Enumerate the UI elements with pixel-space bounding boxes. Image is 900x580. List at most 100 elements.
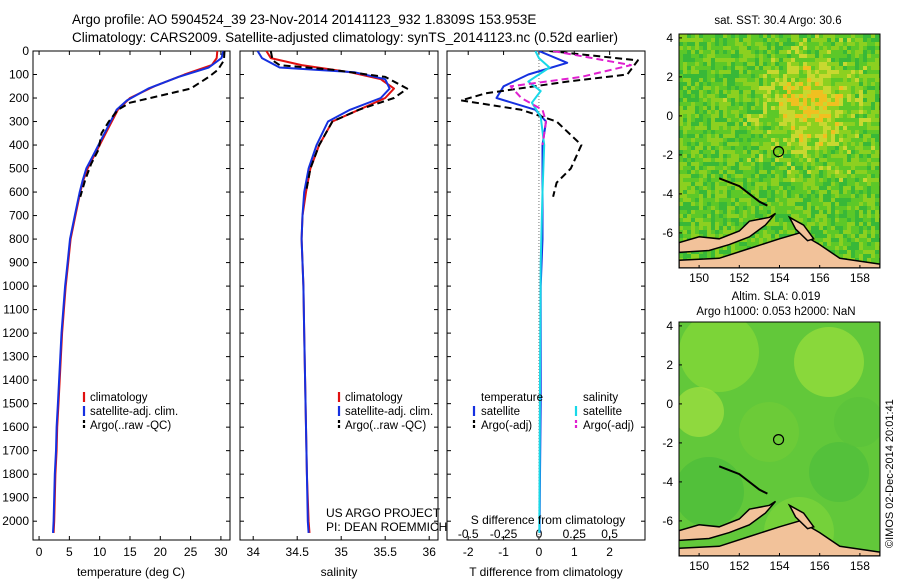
map-cell (707, 198, 711, 202)
map-cell (835, 226, 839, 230)
map-cell (811, 114, 815, 118)
map-cell (707, 162, 711, 166)
map-cell (695, 162, 699, 166)
map-cell (807, 218, 811, 222)
map-cell (843, 70, 847, 74)
map-cell (787, 90, 791, 94)
map-cell (843, 122, 847, 126)
map-cell (695, 214, 699, 218)
map-cell (823, 122, 827, 126)
map-cell (815, 154, 819, 158)
map-cell (735, 242, 739, 246)
map-cell (839, 74, 843, 78)
map-cell (763, 94, 767, 98)
map-cell (799, 70, 803, 74)
map-cell (723, 138, 727, 142)
map-cell (723, 190, 727, 194)
map-cell (783, 186, 787, 190)
map-cell (767, 130, 771, 134)
map-cell (747, 174, 751, 178)
map-cell (875, 74, 879, 78)
map-cell (691, 110, 695, 114)
map-cell (679, 210, 683, 214)
map-cell (859, 138, 863, 142)
map-cell (755, 54, 759, 58)
map-cell (823, 206, 827, 210)
map-cell (683, 190, 687, 194)
map-cell (683, 90, 687, 94)
map-cell (735, 182, 739, 186)
map-cell (875, 258, 879, 262)
map-cell (763, 134, 767, 138)
map-cell (795, 110, 799, 114)
map-cell (815, 122, 819, 126)
map-cell (739, 170, 743, 174)
map-cell (811, 66, 815, 70)
map-cell (791, 74, 795, 78)
map-cell (819, 66, 823, 70)
map-cell (695, 158, 699, 162)
map-cell (711, 54, 715, 58)
map-cell (823, 158, 827, 162)
map-cell (719, 230, 723, 234)
map-cell (723, 170, 727, 174)
map-cell (875, 34, 879, 38)
map-cell (815, 150, 819, 154)
map-cell (835, 66, 839, 70)
map-cell (711, 214, 715, 218)
map-cell (763, 62, 767, 66)
map-cell (775, 82, 779, 86)
map-cell (859, 174, 863, 178)
map-cell (863, 114, 867, 118)
x-tick-label: 35.5 (374, 545, 398, 559)
map-cell (727, 166, 731, 170)
map-cell (699, 202, 703, 206)
map-cell (839, 202, 843, 206)
map-cell (703, 102, 707, 106)
map-cell (803, 58, 807, 62)
map-cell (779, 170, 783, 174)
map-cell (687, 110, 691, 114)
map-cell (711, 222, 715, 226)
map-cell (771, 122, 775, 126)
map-cell (687, 46, 691, 50)
map-cell (863, 78, 867, 82)
salinity-xlabel: salinity (321, 565, 358, 579)
map-cell (795, 118, 799, 122)
map-cell (735, 170, 739, 174)
map-cell (707, 226, 711, 230)
map-cell (747, 206, 751, 210)
map-cell (835, 194, 839, 198)
map-cell (727, 126, 731, 130)
map-cell (695, 66, 699, 70)
map-cell (771, 146, 775, 150)
map-cell (811, 182, 815, 186)
x-tick-label: 150 (689, 271, 709, 285)
map-cell (831, 122, 835, 126)
map-cell (687, 118, 691, 122)
map-cell (851, 166, 855, 170)
map-cell (703, 82, 707, 86)
map-cell (779, 90, 783, 94)
map-cell (783, 158, 787, 162)
map-cell (811, 46, 815, 50)
map-cell (811, 82, 815, 86)
map-cell (755, 118, 759, 122)
map-cell (735, 134, 739, 138)
map-cell (767, 50, 771, 54)
map-cell (855, 70, 859, 74)
map-cell (847, 138, 851, 142)
map-cell (843, 190, 847, 194)
map-cell (795, 102, 799, 106)
map-cell (791, 94, 795, 98)
map-cell (755, 94, 759, 98)
map-cell (711, 118, 715, 122)
map-cell (719, 198, 723, 202)
salinity-panel: 34 34.5 35 35.5 36 (239, 50, 439, 559)
map-cell (723, 102, 727, 106)
map-cell (763, 206, 767, 210)
map-cell (719, 90, 723, 94)
map-cell (815, 38, 819, 42)
map-cell (867, 250, 871, 254)
map-cell (699, 34, 703, 38)
